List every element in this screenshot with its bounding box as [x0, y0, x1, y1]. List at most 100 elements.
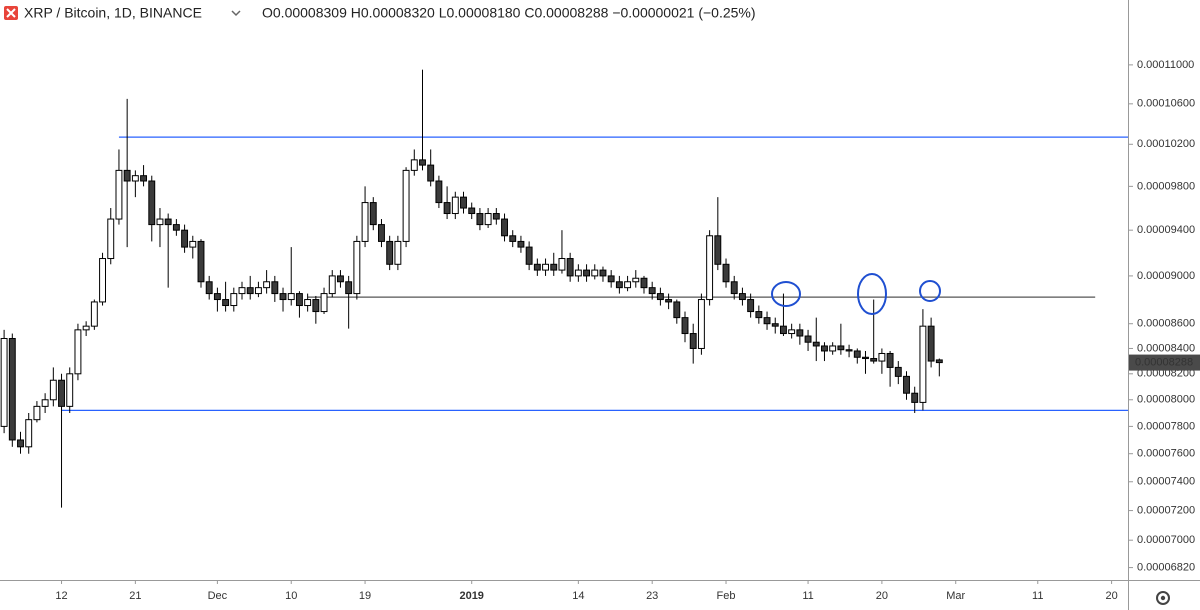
candle: [804, 329, 812, 351]
symbol-title[interactable]: XRP / Bitcoin, 1D, BINANCE: [24, 5, 202, 21]
candle-body: [492, 213, 500, 220]
candle: [82, 321, 90, 337]
candle: [361, 186, 369, 248]
candle-body: [763, 317, 771, 325]
candle: [123, 98, 131, 248]
candle: [0, 329, 8, 434]
candle-body: [640, 277, 648, 289]
candle-body: [74, 329, 82, 375]
settings-gear[interactable]: [1156, 591, 1170, 605]
candle-body: [681, 317, 689, 335]
candle: [927, 317, 935, 368]
candle: [812, 317, 820, 362]
candle-body: [263, 281, 271, 289]
candle: [788, 323, 796, 339]
candle-body: [320, 293, 328, 313]
candle-body: [287, 293, 295, 301]
candle-body: [369, 202, 377, 226]
candle-body: [222, 299, 230, 307]
candle: [771, 317, 779, 334]
candle: [419, 69, 426, 171]
candle: [8, 333, 16, 447]
candle: [911, 386, 919, 413]
candle: [566, 252, 574, 282]
y-tick-label: 0.00010200: [1137, 138, 1195, 150]
candle-body: [90, 301, 98, 327]
candle-body: [328, 275, 336, 295]
candle: [17, 431, 24, 454]
candle: [501, 213, 508, 242]
y-tick-label: 0.00009000: [1137, 270, 1195, 282]
candle-body: [361, 202, 369, 242]
candle: [558, 230, 566, 274]
candle-body: [427, 164, 435, 182]
candle: [624, 275, 632, 292]
candle: [755, 305, 763, 324]
candle-body: [410, 159, 418, 171]
candle: [796, 323, 804, 345]
candle: [919, 309, 927, 411]
candle: [115, 149, 123, 225]
candle-body: [812, 341, 820, 347]
candle-body: [509, 235, 517, 242]
candle-body: [99, 258, 106, 303]
candle: [525, 241, 533, 271]
candle: [706, 230, 714, 306]
candle: [197, 239, 205, 288]
candle-body: [935, 359, 943, 364]
symbol-dropdown[interactable]: [231, 10, 241, 17]
candle: [90, 299, 98, 330]
plot-area: [0, 69, 1128, 508]
candle: [254, 281, 262, 298]
candle: [476, 208, 484, 231]
candle: [656, 287, 664, 306]
candle-body: [238, 287, 246, 295]
x-tick-label: 19: [359, 590, 371, 602]
candle: [345, 275, 353, 329]
candle: [845, 344, 853, 358]
candle-body: [706, 235, 714, 301]
candle-body: [919, 325, 927, 403]
y-tick-label: 0.00006820: [1137, 561, 1195, 573]
candle: [427, 149, 435, 187]
candle: [394, 235, 402, 271]
candle-body: [460, 196, 467, 209]
candle: [599, 266, 607, 282]
candle: [353, 235, 361, 300]
candle-body: [164, 218, 172, 226]
candle: [747, 293, 755, 318]
candle-body: [140, 175, 148, 182]
candle-body: [837, 345, 845, 351]
y-tick-label: 0.00007200: [1137, 504, 1195, 516]
candle: [821, 342, 828, 362]
candle-body: [213, 293, 221, 301]
candle-body: [0, 337, 8, 427]
candle-body: [189, 240, 197, 248]
candle-body: [722, 263, 730, 283]
candle: [410, 149, 418, 176]
gear-ring: [1156, 591, 1170, 605]
candle-body: [484, 213, 492, 226]
candle-body: [271, 281, 279, 295]
candle: [853, 348, 861, 364]
candle-body: [476, 213, 484, 226]
candle-body: [451, 196, 459, 215]
candle: [451, 191, 459, 220]
candle: [615, 275, 623, 294]
candle-body: [336, 275, 344, 283]
gear-hub: [1160, 595, 1166, 601]
candle-body: [747, 299, 755, 313]
candle: [58, 373, 65, 508]
x-tick-label: 11: [1032, 590, 1043, 602]
candle-body: [443, 202, 451, 215]
candle-body: [386, 240, 394, 265]
candle-body: [862, 356, 869, 360]
candle-body: [894, 366, 902, 377]
x-tick-label: 21: [129, 590, 141, 602]
candle: [131, 170, 139, 198]
candle: [279, 287, 287, 312]
candle: [607, 270, 615, 288]
candle-body: [853, 350, 861, 358]
candle-body: [304, 299, 312, 307]
candle-body: [591, 269, 599, 277]
